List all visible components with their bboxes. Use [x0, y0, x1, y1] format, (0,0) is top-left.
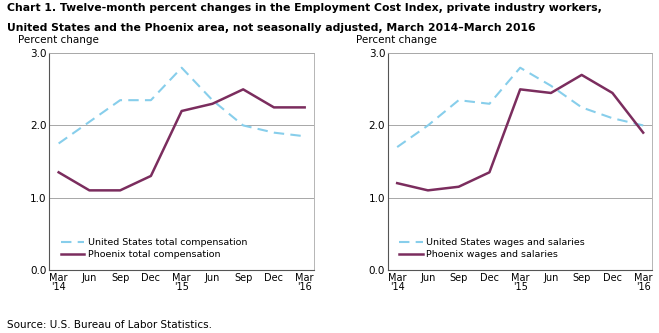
- United States wages and salaries: [608, 116, 616, 120]
- Phoenix total compensation: [86, 188, 94, 192]
- Phoenix wages and salaries: [547, 91, 555, 95]
- United States wages and salaries: [547, 84, 555, 88]
- United States wages and salaries: [578, 106, 586, 110]
- Phoenix total compensation: [208, 102, 216, 106]
- Phoenix total compensation: [178, 109, 186, 113]
- Phoenix wages and salaries: [455, 185, 463, 189]
- Text: Source: U.S. Bureau of Labor Statistics.: Source: U.S. Bureau of Labor Statistics.: [7, 320, 212, 330]
- United States wages and salaries: [639, 124, 647, 128]
- Phoenix total compensation: [116, 188, 124, 192]
- Text: United States and the Phoenix area, not seasonally adjusted, March 2014–March 20: United States and the Phoenix area, not …: [7, 23, 535, 33]
- United States total compensation: [116, 98, 124, 102]
- United States wages and salaries: [424, 124, 432, 128]
- United States total compensation: [86, 120, 94, 124]
- United States total compensation: [147, 98, 155, 102]
- Phoenix total compensation: [239, 87, 247, 91]
- Phoenix total compensation: [270, 106, 278, 110]
- Phoenix wages and salaries: [608, 91, 616, 95]
- United States total compensation: [178, 66, 186, 70]
- Phoenix total compensation: [55, 170, 63, 174]
- Phoenix wages and salaries: [393, 181, 401, 185]
- United States total compensation: [239, 124, 247, 128]
- Line: United States total compensation: United States total compensation: [59, 68, 304, 144]
- United States wages and salaries: [455, 98, 463, 102]
- Legend: United States total compensation, Phoenix total compensation: United States total compensation, Phoeni…: [57, 234, 251, 263]
- Line: United States wages and salaries: United States wages and salaries: [397, 68, 643, 147]
- Phoenix wages and salaries: [424, 188, 432, 192]
- Phoenix wages and salaries: [516, 87, 524, 91]
- Legend: United States wages and salaries, Phoenix wages and salaries: United States wages and salaries, Phoeni…: [395, 234, 589, 263]
- United States total compensation: [301, 134, 308, 138]
- United States total compensation: [270, 131, 278, 135]
- Line: Phoenix total compensation: Phoenix total compensation: [59, 89, 304, 190]
- Line: Phoenix wages and salaries: Phoenix wages and salaries: [397, 75, 643, 190]
- Phoenix total compensation: [301, 106, 308, 110]
- United States total compensation: [208, 98, 216, 102]
- Phoenix total compensation: [147, 174, 155, 178]
- Text: Chart 1. Twelve-month percent changes in the Employment Cost Index, private indu: Chart 1. Twelve-month percent changes in…: [7, 3, 602, 13]
- United States total compensation: [55, 142, 63, 146]
- United States wages and salaries: [393, 145, 401, 149]
- Text: Percent change: Percent change: [357, 35, 437, 45]
- United States wages and salaries: [516, 66, 524, 70]
- Phoenix wages and salaries: [578, 73, 586, 77]
- Text: Percent change: Percent change: [18, 35, 99, 45]
- United States wages and salaries: [486, 102, 494, 106]
- Phoenix wages and salaries: [486, 170, 494, 174]
- Phoenix wages and salaries: [639, 131, 647, 135]
